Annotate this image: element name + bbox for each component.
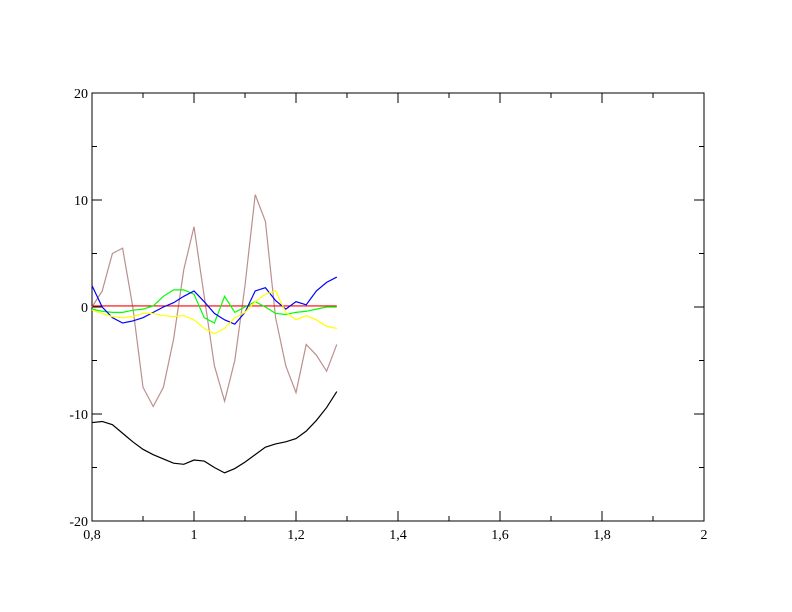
y-tick-label: -10 <box>69 408 88 423</box>
series-line <box>91 290 337 335</box>
y-tick-label: 20 <box>74 87 88 102</box>
series-line <box>91 289 337 324</box>
y-tick-label: 10 <box>74 194 88 209</box>
series-line <box>91 276 338 325</box>
x-tick-label: 0,8 <box>83 528 101 543</box>
series-line <box>91 391 338 474</box>
x-tick-label: 1,4 <box>389 528 407 543</box>
y-tick-label: 0 <box>81 301 88 316</box>
plot-frame <box>91 92 705 522</box>
y-tick-label: -20 <box>69 515 88 530</box>
x-tick-label: 2 <box>701 528 708 543</box>
x-tick-label: 1 <box>191 528 198 543</box>
x-tick-label: 1,2 <box>287 528 305 543</box>
x-tick-label: 1,8 <box>593 528 611 543</box>
x-tick-label: 1,6 <box>491 528 509 543</box>
series-line <box>91 194 338 408</box>
